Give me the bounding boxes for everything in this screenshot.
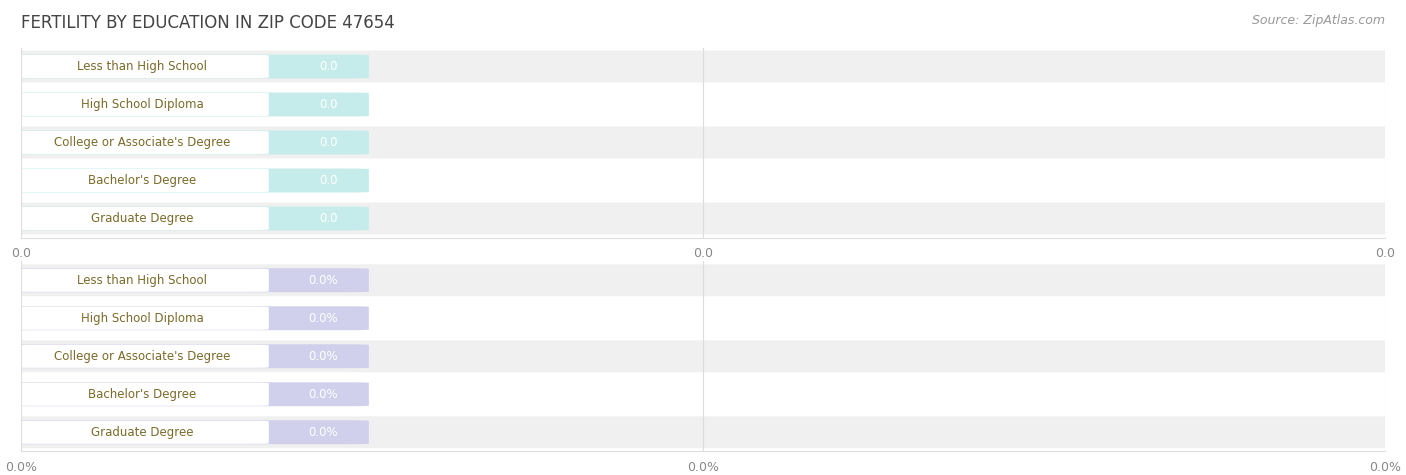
FancyBboxPatch shape xyxy=(0,344,368,368)
Text: Less than High School: Less than High School xyxy=(77,274,207,287)
FancyBboxPatch shape xyxy=(15,269,269,292)
Text: High School Diploma: High School Diploma xyxy=(80,312,204,325)
FancyBboxPatch shape xyxy=(15,383,269,406)
Text: College or Associate's Degree: College or Associate's Degree xyxy=(53,350,231,363)
FancyBboxPatch shape xyxy=(21,340,1385,372)
FancyBboxPatch shape xyxy=(0,131,368,154)
Text: Source: ZipAtlas.com: Source: ZipAtlas.com xyxy=(1251,14,1385,27)
FancyBboxPatch shape xyxy=(0,420,368,444)
Text: 0.0: 0.0 xyxy=(319,212,337,225)
Text: FERTILITY BY EDUCATION IN ZIP CODE 47654: FERTILITY BY EDUCATION IN ZIP CODE 47654 xyxy=(21,14,395,32)
FancyBboxPatch shape xyxy=(15,93,269,116)
Text: 0.0: 0.0 xyxy=(319,98,337,111)
FancyBboxPatch shape xyxy=(0,169,368,192)
Text: 0.0%: 0.0% xyxy=(308,426,337,439)
Text: 0.0%: 0.0% xyxy=(308,350,337,363)
FancyBboxPatch shape xyxy=(21,264,1385,296)
Text: 0.0: 0.0 xyxy=(319,60,337,73)
FancyBboxPatch shape xyxy=(0,93,368,116)
FancyBboxPatch shape xyxy=(21,416,1385,448)
FancyBboxPatch shape xyxy=(21,50,1385,83)
FancyBboxPatch shape xyxy=(15,207,269,230)
FancyBboxPatch shape xyxy=(0,268,368,292)
FancyBboxPatch shape xyxy=(15,55,269,78)
Text: 0.0%: 0.0% xyxy=(308,388,337,401)
FancyBboxPatch shape xyxy=(0,382,368,406)
FancyBboxPatch shape xyxy=(15,421,269,444)
Text: Graduate Degree: Graduate Degree xyxy=(91,212,194,225)
FancyBboxPatch shape xyxy=(0,306,368,330)
FancyBboxPatch shape xyxy=(15,345,269,368)
FancyBboxPatch shape xyxy=(15,169,269,192)
FancyBboxPatch shape xyxy=(21,202,1385,235)
Text: Graduate Degree: Graduate Degree xyxy=(91,426,194,439)
FancyBboxPatch shape xyxy=(0,55,368,78)
Text: Bachelor's Degree: Bachelor's Degree xyxy=(89,388,197,401)
Text: Bachelor's Degree: Bachelor's Degree xyxy=(89,174,197,187)
FancyBboxPatch shape xyxy=(15,131,269,154)
Text: High School Diploma: High School Diploma xyxy=(80,98,204,111)
Text: Less than High School: Less than High School xyxy=(77,60,207,73)
Text: 0.0: 0.0 xyxy=(319,136,337,149)
Text: 0.0: 0.0 xyxy=(319,174,337,187)
Text: 0.0%: 0.0% xyxy=(308,274,337,287)
Text: College or Associate's Degree: College or Associate's Degree xyxy=(53,136,231,149)
FancyBboxPatch shape xyxy=(0,207,368,230)
Text: 0.0%: 0.0% xyxy=(308,312,337,325)
FancyBboxPatch shape xyxy=(21,126,1385,159)
FancyBboxPatch shape xyxy=(15,307,269,330)
